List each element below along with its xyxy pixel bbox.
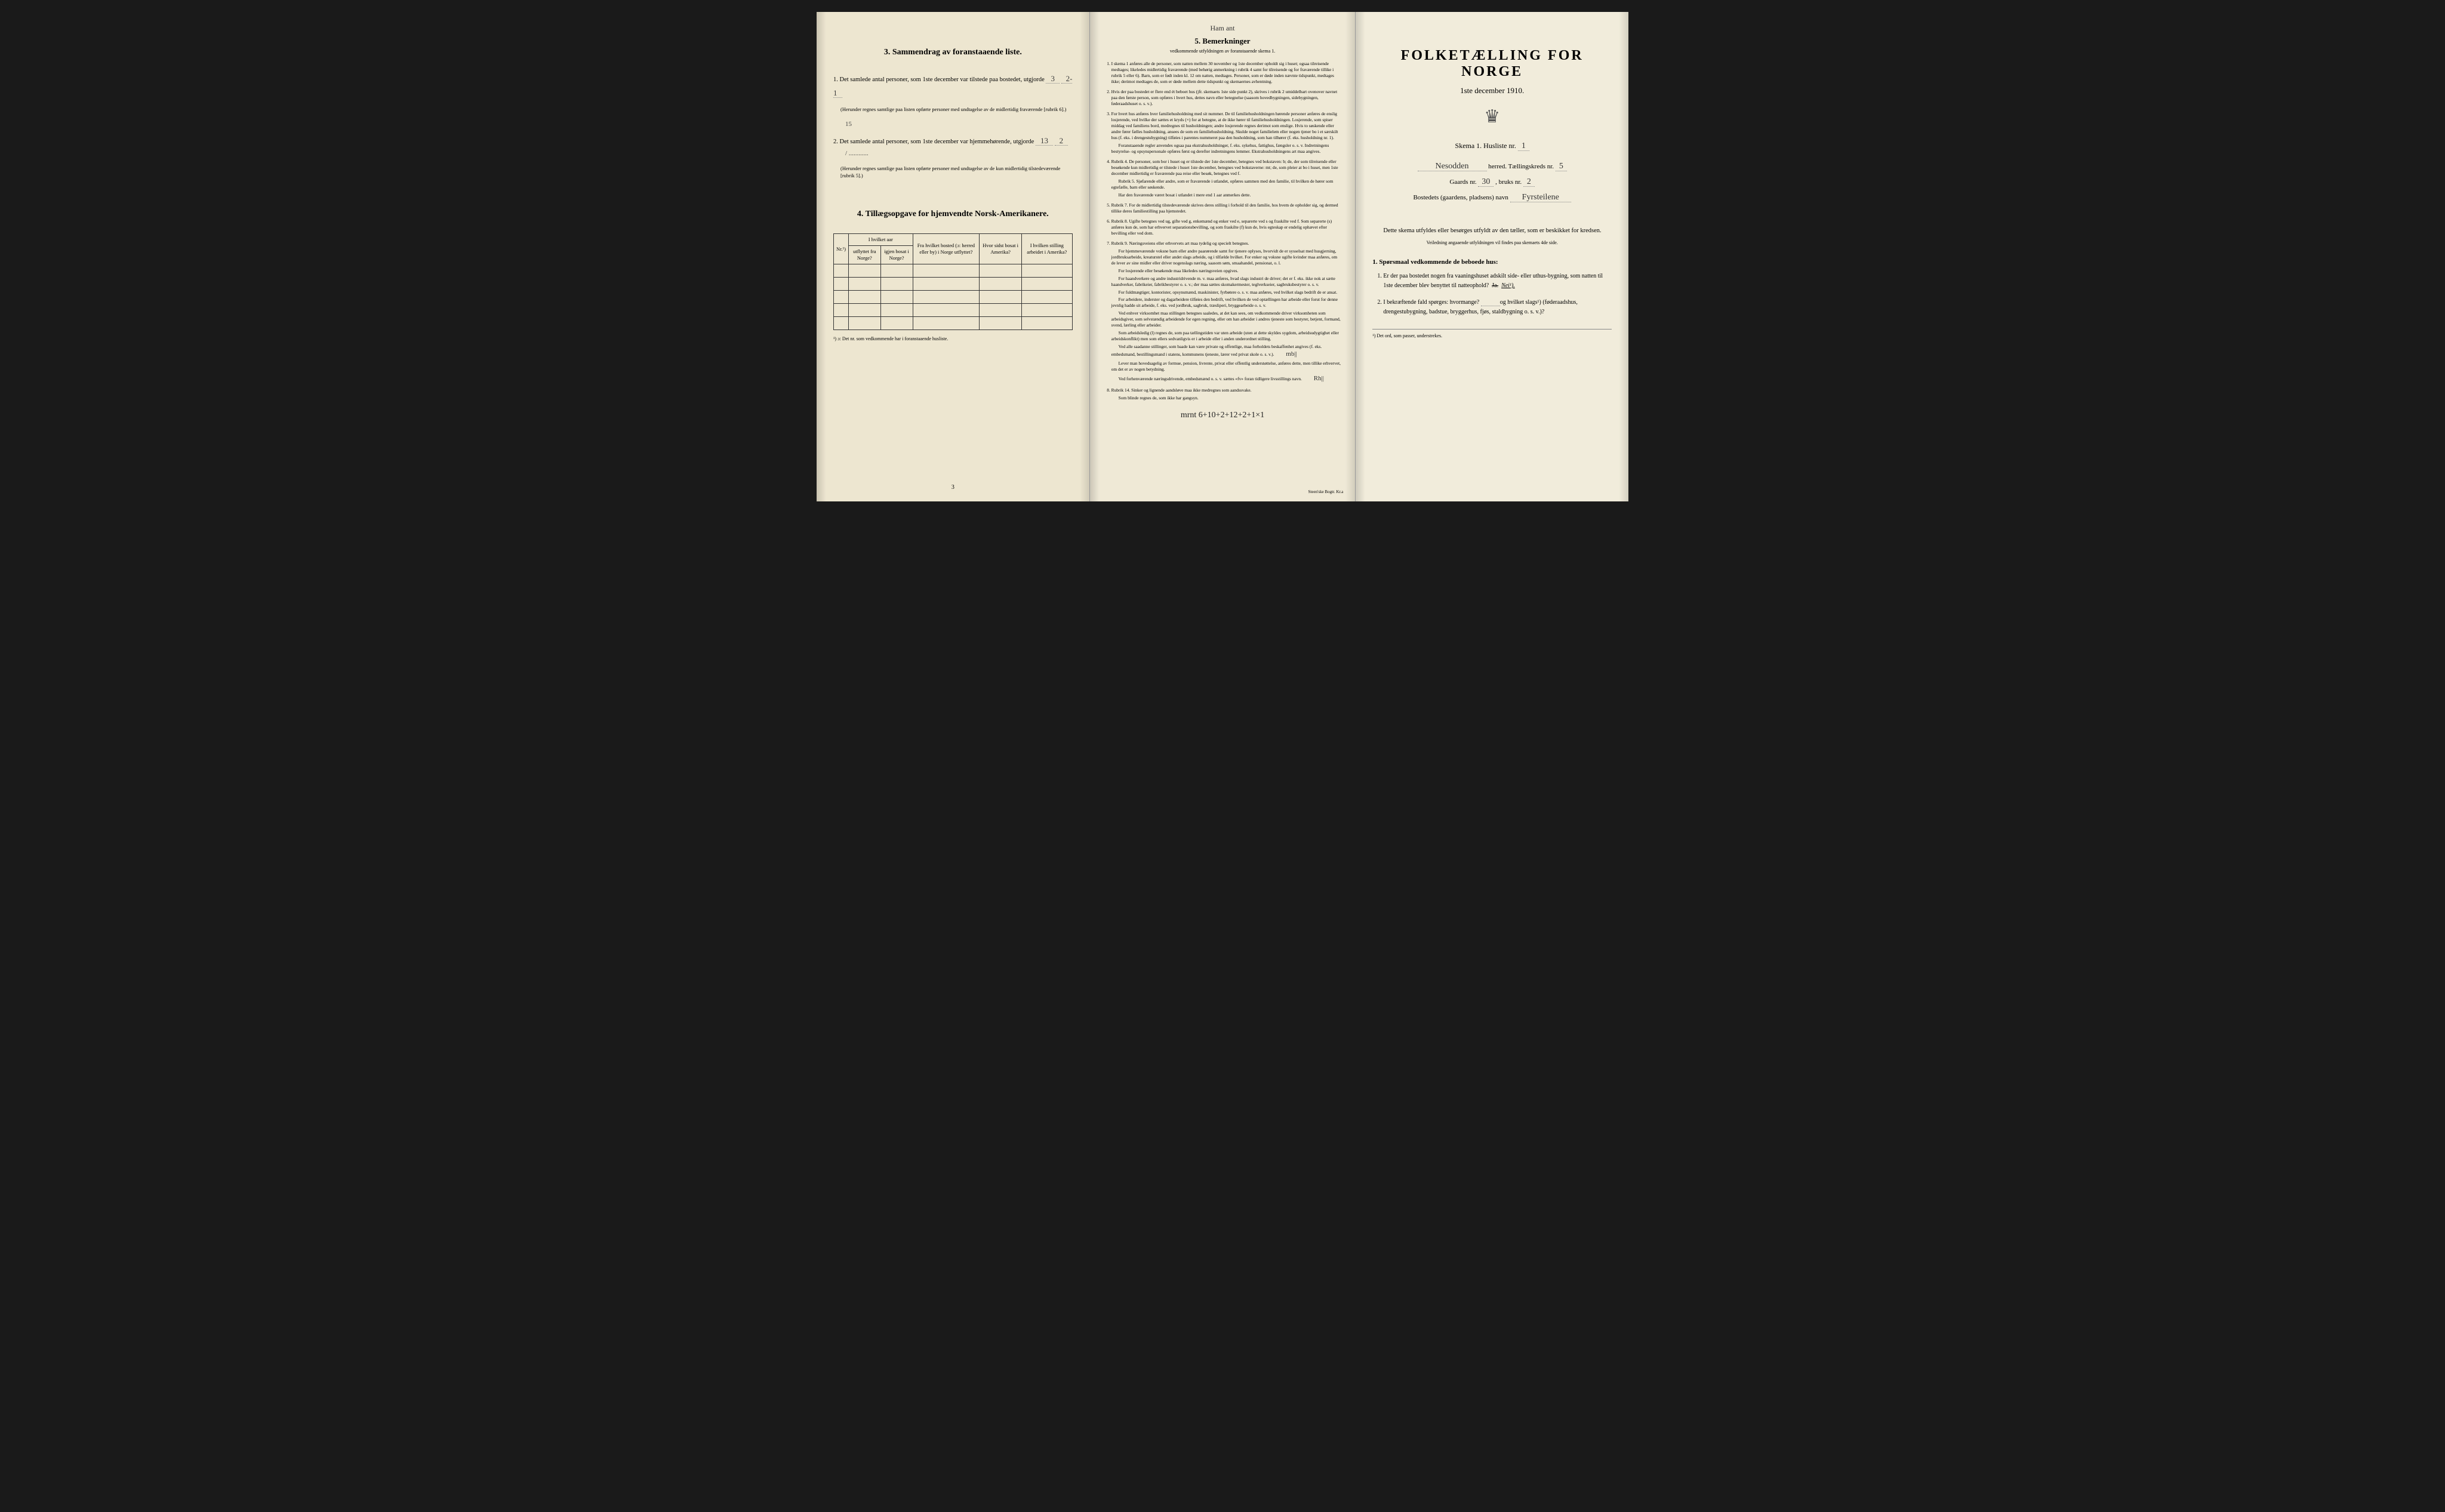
sporsmaal-list: Er der paa bostedet nogen fra vaaningshu… — [1383, 272, 1612, 317]
intro-text: Dette skema utfyldes eller besørges utfy… — [1372, 226, 1612, 236]
question-2: I bekræftende fald spørges: hvormange? o… — [1383, 298, 1612, 317]
table-footnote: ¹) ɔ: Det nr. som vedkommende har i fora… — [833, 336, 1073, 341]
herred-line: Nesodden herred. Tællingskreds nr. 5 — [1372, 162, 1612, 171]
main-title: FOLKETÆLLING FOR NORGE — [1372, 48, 1612, 80]
item-2-note: (Herunder regnes samtlige paa listen opf… — [840, 165, 1073, 180]
bemerkninger-subtitle: vedkommende utfyldningen av foranstaaend… — [1103, 48, 1342, 54]
bemerk-item: Hvis der paa bostedet er flere end ét be… — [1111, 89, 1342, 107]
amerikanere-table: Nr.¹) I hvilket aar Fra hvilket bosted (… — [833, 233, 1073, 330]
document-trifold: 3. Sammendrag av foranstaaende liste. 1.… — [817, 12, 1628, 501]
panel-left: 3. Sammendrag av foranstaaende liste. 1.… — [817, 12, 1090, 501]
item-1: 1. Det samlede antal personer, som 1ste … — [833, 72, 1073, 100]
bemerkninger-list: I skema 1 anføres alle de personer, som … — [1103, 61, 1342, 401]
census-date: 1ste december 1910. — [1372, 86, 1612, 96]
panel-middle: Ham ant 5. Bemerkninger vedkommende utfy… — [1090, 12, 1356, 501]
printer-mark: Steen'ske Bogtr. Kr.a — [1308, 489, 1344, 494]
handwritten-top: Ham ant — [1103, 24, 1342, 33]
bemerk-item: Rubrik 4. De personer, som bor i huset o… — [1111, 159, 1342, 198]
signature-2: Rh|| — [1307, 374, 1324, 383]
table-row — [834, 304, 1073, 317]
table-row — [834, 291, 1073, 304]
sporsmaal-title: 1. Spørsmaal vedkommende de beboede hus: — [1372, 258, 1612, 266]
bemerkninger-title: 5. Bemerkninger — [1103, 36, 1342, 46]
bemerk-item: I skema 1 anføres alle de personer, som … — [1111, 61, 1342, 85]
handwritten-bottom: mrnt 6+10+2+12+2+1×1 — [1103, 411, 1342, 420]
item-1-note: (Herunder regnes samtlige paa listen opf… — [840, 106, 1073, 113]
coat-of-arms-icon: ♛ — [1372, 106, 1612, 127]
bemerk-item: Rubrik 9. Næringsveiens eller erhvervets… — [1111, 241, 1342, 383]
panel3-footnote: ¹) Det ord, som passer, understrekes. — [1372, 329, 1612, 338]
table-row — [834, 264, 1073, 278]
bosted-line: Bostedets (gaardens, pladsens) navn Fyrs… — [1372, 193, 1612, 202]
intro-sub: Veiledning angaaende utfyldningen vil fi… — [1372, 240, 1612, 245]
table-row — [834, 317, 1073, 330]
item-1-cursive: 15 — [845, 121, 1073, 128]
gaards-line: Gaards nr. 30 , bruks nr. 2 — [1372, 177, 1612, 187]
section4-title: 4. Tillægsopgave for hjemvendte Norsk-Am… — [833, 210, 1073, 219]
skema-line: Skema 1. Husliste nr. 1 — [1372, 141, 1612, 151]
section3-title: 3. Sammendrag av foranstaaende liste. — [833, 48, 1073, 57]
bemerk-item: Rubrik 14. Sinker og lignende aandsløve … — [1111, 387, 1342, 401]
item-2: 2. Det samlede antal personer, som 1ste … — [833, 134, 1073, 160]
bemerk-item: Rubrik 8. Ugifte betegnes ved ug, gifte … — [1111, 218, 1342, 236]
question-1: Er der paa bostedet nogen fra vaaningshu… — [1383, 272, 1612, 291]
page-number: 3 — [951, 484, 954, 491]
bemerk-item: For hvert hus anføres hver familiehushol… — [1111, 111, 1342, 155]
table-row — [834, 278, 1073, 291]
bemerk-item: Rubrik 7. For de midlertidig tilstedevær… — [1111, 202, 1342, 214]
panel-right: FOLKETÆLLING FOR NORGE 1ste december 191… — [1356, 12, 1628, 501]
signature-1: mb|| — [1279, 350, 1297, 359]
